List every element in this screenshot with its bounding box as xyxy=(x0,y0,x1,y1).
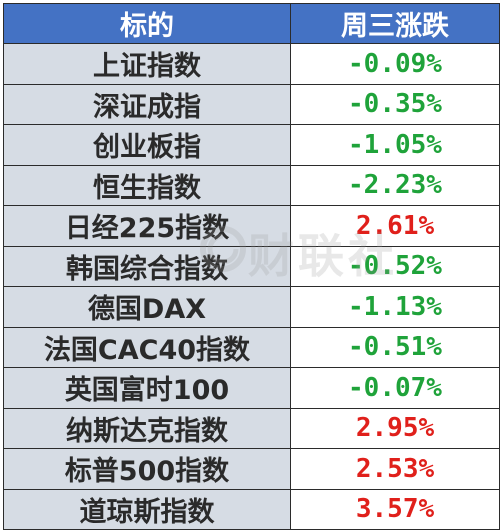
index-change: 2.61% xyxy=(290,205,500,247)
market-change-table: 标的 周三涨跌 上证指数 -0.09% 深证成指 -0.35% 创业板指 -1.05% 恒生… xyxy=(3,3,500,530)
table-row: 道琼斯指数 3.57% xyxy=(3,488,500,530)
index-name: 标普500指数 xyxy=(3,448,291,490)
table-row: 恒生指数 -2.23% xyxy=(3,164,500,206)
index-name: 英国富时100 xyxy=(3,367,291,409)
table-row: 日经225指数 2.61% xyxy=(3,205,500,247)
table-row: 深证成指 -0.35% xyxy=(3,83,500,125)
header-col-name: 标的 xyxy=(3,3,291,44)
index-name: 德国DAX xyxy=(3,286,291,328)
header-col-change: 周三涨跌 xyxy=(290,3,500,44)
table-row: 德国DAX -1.13% xyxy=(3,286,500,328)
index-change: 3.57% xyxy=(290,488,500,530)
index-change: -0.52% xyxy=(290,245,500,287)
table-row: 标普500指数 2.53% xyxy=(3,448,500,490)
index-name: 深证成指 xyxy=(3,83,291,125)
index-change: -1.05% xyxy=(290,124,500,166)
index-change: -0.51% xyxy=(290,326,500,368)
index-name: 纳斯达克指数 xyxy=(3,407,291,449)
index-change: -2.23% xyxy=(290,164,500,206)
index-name: 日经225指数 xyxy=(3,205,291,247)
index-name: 法国CAC40指数 xyxy=(3,326,291,368)
index-change: -1.13% xyxy=(290,286,500,328)
index-name: 道琼斯指数 xyxy=(3,488,291,530)
table-row: 上证指数 -0.09% xyxy=(3,43,500,85)
table-row: 创业板指 -1.05% xyxy=(3,124,500,166)
index-name: 上证指数 xyxy=(3,43,291,85)
index-change: -0.07% xyxy=(290,367,500,409)
index-name: 韩国综合指数 xyxy=(3,245,291,287)
index-change: -0.35% xyxy=(290,83,500,125)
table-row: 法国CAC40指数 -0.51% xyxy=(3,326,500,368)
table-body: 上证指数 -0.09% 深证成指 -0.35% 创业板指 -1.05% 恒生指数 -2.23%… xyxy=(3,43,500,530)
table-row: 英国富时100 -0.07% xyxy=(3,367,500,409)
index-change: 2.53% xyxy=(290,448,500,490)
table-header: 标的 周三涨跌 xyxy=(3,3,500,44)
index-change: 2.95% xyxy=(290,407,500,449)
index-name: 创业板指 xyxy=(3,124,291,166)
table-row: 纳斯达克指数 2.95% xyxy=(3,407,500,449)
table-row: 韩国综合指数 -0.52% xyxy=(3,245,500,287)
index-change: -0.09% xyxy=(290,43,500,85)
index-name: 恒生指数 xyxy=(3,164,291,206)
header-row: 标的 周三涨跌 xyxy=(3,3,500,44)
